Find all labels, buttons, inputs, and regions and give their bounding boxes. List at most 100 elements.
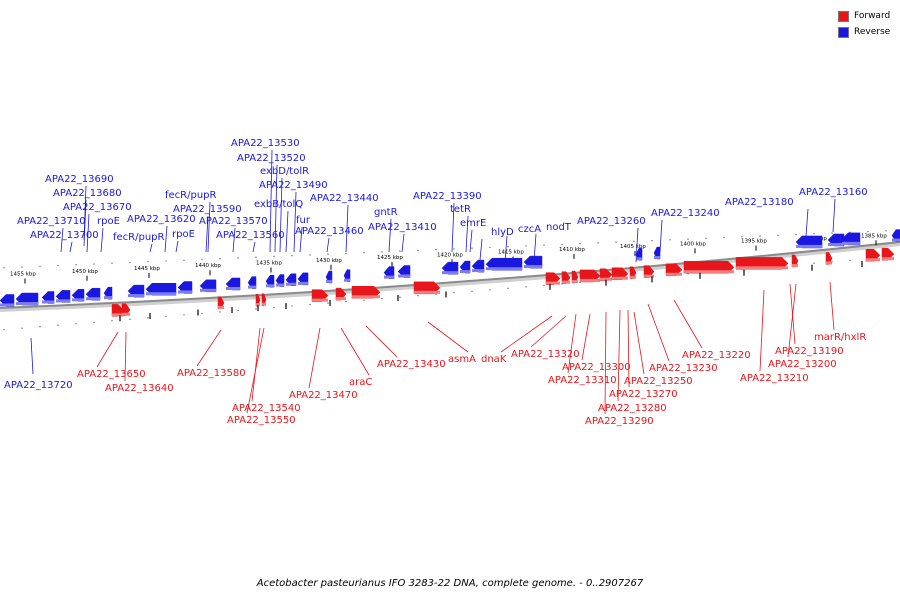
reverse-label-leader xyxy=(533,233,537,263)
scale-dot xyxy=(3,267,5,269)
scale-label: 1395 kbp xyxy=(741,239,767,245)
scale-dot xyxy=(129,261,131,264)
forward-gene-arrow-shade xyxy=(572,280,578,284)
forward-gene-label: APA22_13300 xyxy=(562,362,631,373)
forward-gene-arrow-shade xyxy=(630,275,636,279)
scale-dot xyxy=(849,259,851,261)
forward-gene-label: APA22_13540 xyxy=(232,403,301,414)
forward-label-leader xyxy=(196,329,222,367)
scale-dot xyxy=(525,245,527,247)
forward-gene-label: APA22_13230 xyxy=(649,363,718,374)
reverse-gene-arrow-shade xyxy=(104,296,112,300)
scale-dot xyxy=(21,266,23,268)
scale-dot xyxy=(219,311,221,313)
reverse-label-leader xyxy=(451,202,455,253)
reverse-label-leader xyxy=(469,229,473,253)
reverse-label-leader xyxy=(207,201,211,253)
forward-gene-label: APA22_13580 xyxy=(177,368,246,379)
reverse-gene-label: APA22_13680 xyxy=(53,188,122,199)
scale-dot xyxy=(75,264,77,266)
reverse-gene-label: APA22_13520 xyxy=(237,153,306,164)
scale-dot xyxy=(633,240,635,243)
forward-gene-label: marR/hxlR xyxy=(814,332,866,343)
reverse-label-leader xyxy=(149,243,153,253)
legend-reverse: Reverse xyxy=(838,24,890,40)
scale-label: 1430 kbp xyxy=(316,258,342,264)
scale-dot xyxy=(3,328,5,331)
reverse-gene-label: APA22_13390 xyxy=(413,191,482,202)
forward-label-leader xyxy=(673,299,703,349)
reverse-gene-label: APA22_13590 xyxy=(173,204,242,215)
forward-gene-arrow-shade xyxy=(218,305,224,309)
reverse-label-leader xyxy=(205,215,209,253)
scale-label: 1435 kbp xyxy=(256,260,282,266)
reverse-gene-arrow-shade xyxy=(892,238,900,242)
scale-dot xyxy=(507,287,509,290)
reverse-gene-label: APA22_13440 xyxy=(310,193,379,204)
scale-label: 1450 kbp xyxy=(72,269,98,275)
scale-dot xyxy=(777,234,779,237)
reverse-gene-arrow-shade xyxy=(842,241,860,245)
reverse-label-leader xyxy=(832,198,836,233)
reverse-gene-arrow-shade xyxy=(128,294,144,298)
reverse-gene-arrow-shade xyxy=(486,267,522,271)
forward-gene-label: APA22_13430 xyxy=(377,359,446,370)
scale-dot xyxy=(543,284,545,287)
scale-dot xyxy=(309,303,311,306)
scale-dot xyxy=(471,290,473,292)
scale-label: 1420 kbp xyxy=(437,252,463,258)
reverse-gene-label: APA22_13560 xyxy=(216,230,285,241)
forward-gene-arrow-shade xyxy=(666,272,682,276)
reverse-gene-arrow-shade xyxy=(326,279,332,283)
reverse-label-leader xyxy=(285,210,289,253)
scale-dot xyxy=(183,314,185,316)
reverse-label-leader xyxy=(479,238,483,261)
reverse-label-leader xyxy=(69,241,73,253)
reverse-gene-arrow-shade xyxy=(472,269,484,273)
reverse-gene-label: gntR xyxy=(374,207,398,218)
forward-gene-arrow-shade xyxy=(256,303,260,307)
reverse-label-leader xyxy=(175,240,179,253)
reverse-gene-arrow-shade xyxy=(654,256,660,260)
scale-dot xyxy=(327,253,329,255)
reverse-gene-label: APA22_13530 xyxy=(231,138,300,149)
scale-dot xyxy=(21,327,23,329)
reverse-gene-arrow-shade xyxy=(178,290,192,294)
reverse-gene-label: APA22_13460 xyxy=(295,226,364,237)
scale-label: 1415 kbp xyxy=(498,250,524,256)
scale-label: 1405 kbp xyxy=(620,244,646,250)
reverse-label-leader xyxy=(388,218,392,253)
reverse-label-leader xyxy=(164,225,168,253)
reverse-gene-label: exbB/tolQ xyxy=(254,199,303,210)
scale-dot xyxy=(93,263,95,265)
reverse-label-leader xyxy=(86,213,90,253)
reverse-gene-arrow-shade xyxy=(42,300,54,304)
forward-gene-arrow-shade xyxy=(352,295,380,299)
scale-dot xyxy=(453,292,455,294)
reverse-gene-label: APA22_13240 xyxy=(651,208,720,219)
legend-reverse-label: Reverse xyxy=(854,27,891,37)
scale-dot xyxy=(759,235,761,237)
reverse-label-leader xyxy=(60,227,64,253)
reverse-label-leader xyxy=(465,215,469,253)
reverse-gene-label: APA22_13160 xyxy=(799,187,868,198)
scale-dot xyxy=(345,300,347,303)
reverse-gene-label: APA22_13620 xyxy=(127,214,196,225)
forward-gene-arrow-shade xyxy=(736,266,788,270)
scale-dot xyxy=(831,232,833,234)
scale-dot xyxy=(201,258,203,261)
scale-dot xyxy=(813,262,815,264)
reverse-gene-label: APA22_13260 xyxy=(577,216,646,227)
scale-dot xyxy=(237,257,239,259)
forward-gene-arrow-shade xyxy=(882,257,894,261)
scale-label: 1445 kbp xyxy=(134,266,160,272)
scale-dot xyxy=(273,306,275,309)
forward-gene-label: APA22_13470 xyxy=(289,390,358,401)
forward-gene-arrow-shade xyxy=(336,297,346,301)
forward-label-leader xyxy=(340,327,370,376)
forward-gene-arrow-shade xyxy=(414,290,440,294)
forward-label-leader xyxy=(96,331,119,368)
scale-dot xyxy=(291,305,293,307)
forward-gene-label: APA22_13310 xyxy=(548,375,617,386)
